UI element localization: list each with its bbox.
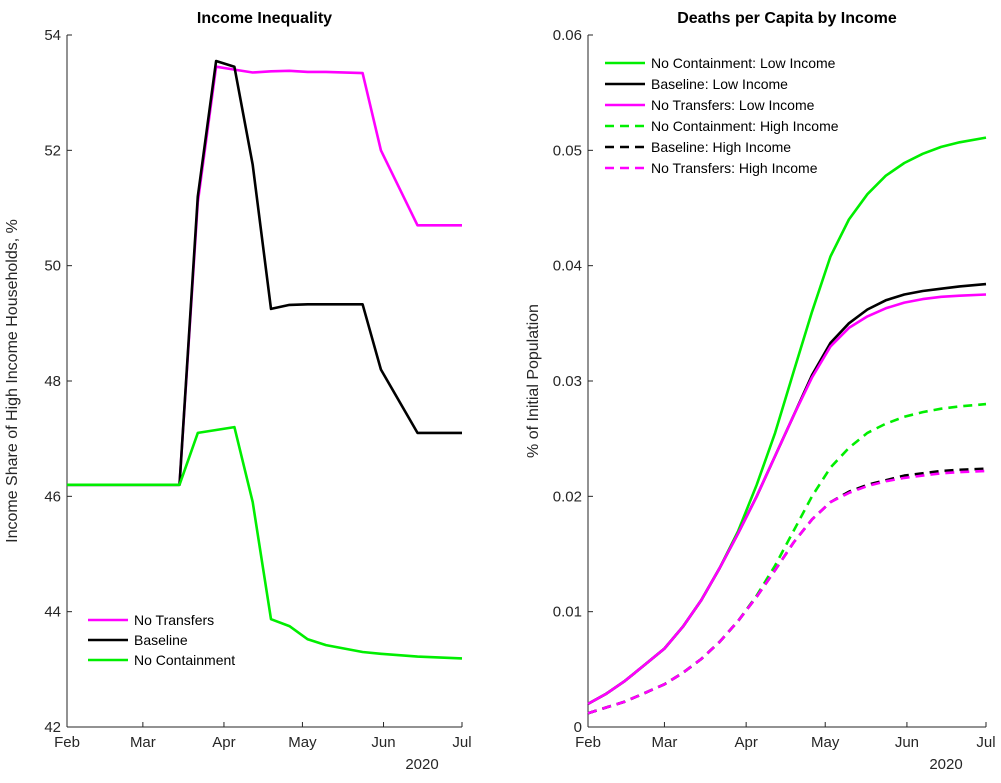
y-tick-label: 50 xyxy=(44,258,61,275)
series-line xyxy=(67,59,462,487)
legend-label: Baseline: Low Income xyxy=(651,76,788,92)
x-tick-label: Mar xyxy=(652,734,678,751)
x-tick-label: Apr xyxy=(734,734,757,751)
y-tick-label: 0 xyxy=(574,719,582,736)
y-tick-label: 0.05 xyxy=(553,142,582,159)
x-tick-label: Jul xyxy=(976,734,995,751)
x-tick-label: Feb xyxy=(54,734,80,751)
y-axis-label: Income Share of High Income Households, … xyxy=(4,219,21,543)
y-tick-label: 0.01 xyxy=(553,604,582,621)
x-tick-label: May xyxy=(811,734,840,751)
y-tick-label: 0.02 xyxy=(553,488,582,505)
deaths-per-capita-chart: Deaths per Capita by Income % of Initial … xyxy=(525,10,996,773)
chart-title: Income Inequality xyxy=(197,10,332,27)
legend-label: Baseline: High Income xyxy=(651,139,791,155)
y-tick-label: 52 xyxy=(44,142,61,159)
y-axis-label: % of Initial Population xyxy=(525,304,542,458)
legend-label: No Containment: Low Income xyxy=(651,55,836,71)
x-year-label: 2020 xyxy=(929,756,962,773)
legend: No Containment: Low Income Baseline: Low … xyxy=(605,55,839,176)
y-tick-label: 0.03 xyxy=(553,373,582,390)
legend-label: No Containment xyxy=(134,652,235,668)
series-line xyxy=(587,469,987,715)
legend-label: No Transfers: High Income xyxy=(651,160,818,176)
y-tick-label: 46 xyxy=(44,488,61,505)
x-year-label: 2020 xyxy=(405,756,438,773)
x-tick-label: May xyxy=(288,734,317,751)
y-tick-label: 0.04 xyxy=(553,258,582,275)
y-tick-label: 54 xyxy=(44,27,61,44)
series-line xyxy=(67,425,463,660)
x-tick-label: Mar xyxy=(130,734,156,751)
legend-label: No Containment: High Income xyxy=(651,118,839,134)
legend-label: No Transfers xyxy=(134,612,214,628)
series-line xyxy=(587,467,987,715)
y-tick-label: 42 xyxy=(44,719,61,736)
chart-title: Deaths per Capita by Income xyxy=(677,10,897,27)
income-inequality-chart: Income Inequality Income Share of High In… xyxy=(4,10,472,773)
x-tick-label: Feb xyxy=(575,734,601,751)
series-line xyxy=(67,65,462,487)
legend: No Transfers Baseline No Containment xyxy=(88,612,235,668)
legend-label: Baseline xyxy=(134,632,188,648)
legend-label: No Transfers: Low Income xyxy=(651,97,815,113)
x-tick-label: Apr xyxy=(212,734,235,751)
series-line xyxy=(587,282,987,706)
y-tick-label: 44 xyxy=(44,604,61,621)
series-line xyxy=(587,136,987,706)
series-line xyxy=(587,402,987,715)
y-tick-label: 0.06 xyxy=(553,27,582,44)
x-tick-label: Jun xyxy=(895,734,919,751)
x-tick-label: Jul xyxy=(452,734,471,751)
series-line xyxy=(587,293,987,706)
x-tick-label: Jun xyxy=(371,734,395,751)
y-tick-label: 48 xyxy=(44,373,61,390)
